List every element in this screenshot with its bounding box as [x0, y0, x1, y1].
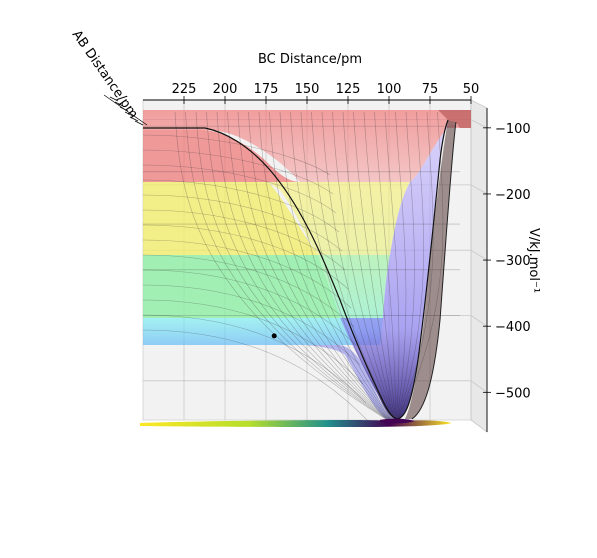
z-tick-label: −500 — [495, 386, 531, 401]
x-tick-label: 125 — [336, 82, 361, 97]
ridge-line-back — [411, 121, 457, 420]
z-tick-label: −100 — [495, 122, 531, 137]
mesh-line — [237, 111, 390, 420]
z-tick-label: −200 — [495, 188, 531, 203]
mesh-line — [353, 111, 396, 420]
floor-contour — [140, 418, 452, 427]
mesh-line — [227, 111, 389, 420]
mesh-line — [395, 111, 407, 420]
x-tick-label: 225 — [172, 82, 197, 97]
surface-well — [340, 120, 448, 419]
mesh-line — [374, 111, 397, 420]
x-axis-ticks: 225 200 175 150 125 100 75 50 — [172, 82, 480, 104]
surface-band-yellow-left — [143, 182, 318, 255]
x-tick-label: 50 — [463, 82, 480, 97]
mesh-line — [142, 239, 352, 309]
z-tick-label: −300 — [495, 254, 531, 269]
mesh-line — [311, 111, 393, 420]
z-axis-ticks: −100 −200 −300 −400 −500 — [483, 122, 531, 401]
mesh-line — [384, 111, 400, 420]
mesh-line — [142, 194, 343, 252]
grid-side-line — [470, 249, 488, 261]
mesh-line — [397, 111, 424, 420]
surface-right-wall-red — [438, 110, 471, 128]
ridge-line — [143, 119, 449, 420]
surface-band-yellow — [143, 182, 410, 255]
mesh-line — [398, 111, 434, 420]
mesh-line — [174, 111, 387, 420]
mesh-line — [279, 111, 392, 420]
mesh-line — [142, 179, 340, 233]
x-tick-label: 175 — [254, 82, 279, 97]
mesh-line — [216, 111, 389, 420]
x-tick-label: 200 — [213, 82, 238, 97]
mesh-line — [398, 111, 444, 420]
mesh-line — [142, 299, 364, 385]
x-axis-label: BC Distance/pm — [258, 52, 362, 67]
mesh-line — [142, 134, 331, 176]
surface-mesh — [142, 111, 460, 423]
mesh-line — [206, 111, 388, 420]
y-axis-label: AB Distance/pm — [69, 28, 141, 122]
energy-surface — [142, 110, 471, 423]
x-tick-label: 75 — [422, 82, 439, 97]
y-axis-ticks — [103, 94, 148, 126]
surface-band-cyan — [143, 318, 383, 345]
mesh-line — [142, 284, 361, 366]
mesh-line — [397, 111, 415, 420]
x-tick-label: 100 — [377, 82, 402, 97]
surface-band-red-upper — [143, 130, 300, 182]
mesh-line — [342, 111, 395, 420]
mesh-line — [195, 111, 388, 420]
grid-side-line — [470, 119, 488, 129]
mesh-line — [300, 111, 393, 420]
z-tick-label: −400 — [495, 320, 531, 335]
mesh-line — [142, 164, 337, 214]
mesh-line — [269, 111, 391, 420]
grid-side-line — [470, 184, 488, 195]
mesh-line — [142, 269, 358, 347]
surface-band-green-left — [143, 255, 340, 318]
grid-side-line — [470, 380, 488, 393]
trajectory-point — [271, 333, 277, 339]
mesh-line — [142, 209, 346, 271]
mesh-line — [321, 111, 394, 420]
mesh-line — [363, 111, 396, 420]
mesh-line — [290, 111, 392, 420]
mesh-line — [332, 111, 395, 420]
mesh-line — [142, 149, 334, 195]
mesh-line — [142, 314, 367, 404]
mesh-line — [142, 254, 355, 328]
grid-side-line — [470, 315, 488, 327]
z-axis-label: V/kJ.mol⁻¹ — [526, 228, 541, 293]
surface-right-wall — [405, 120, 456, 419]
mesh-line — [185, 111, 387, 420]
mesh-line — [142, 329, 370, 423]
mesh-line — [258, 111, 391, 420]
surface-band-red — [143, 110, 471, 182]
mesh-line — [248, 111, 390, 420]
x-tick-label: 150 — [295, 82, 320, 97]
